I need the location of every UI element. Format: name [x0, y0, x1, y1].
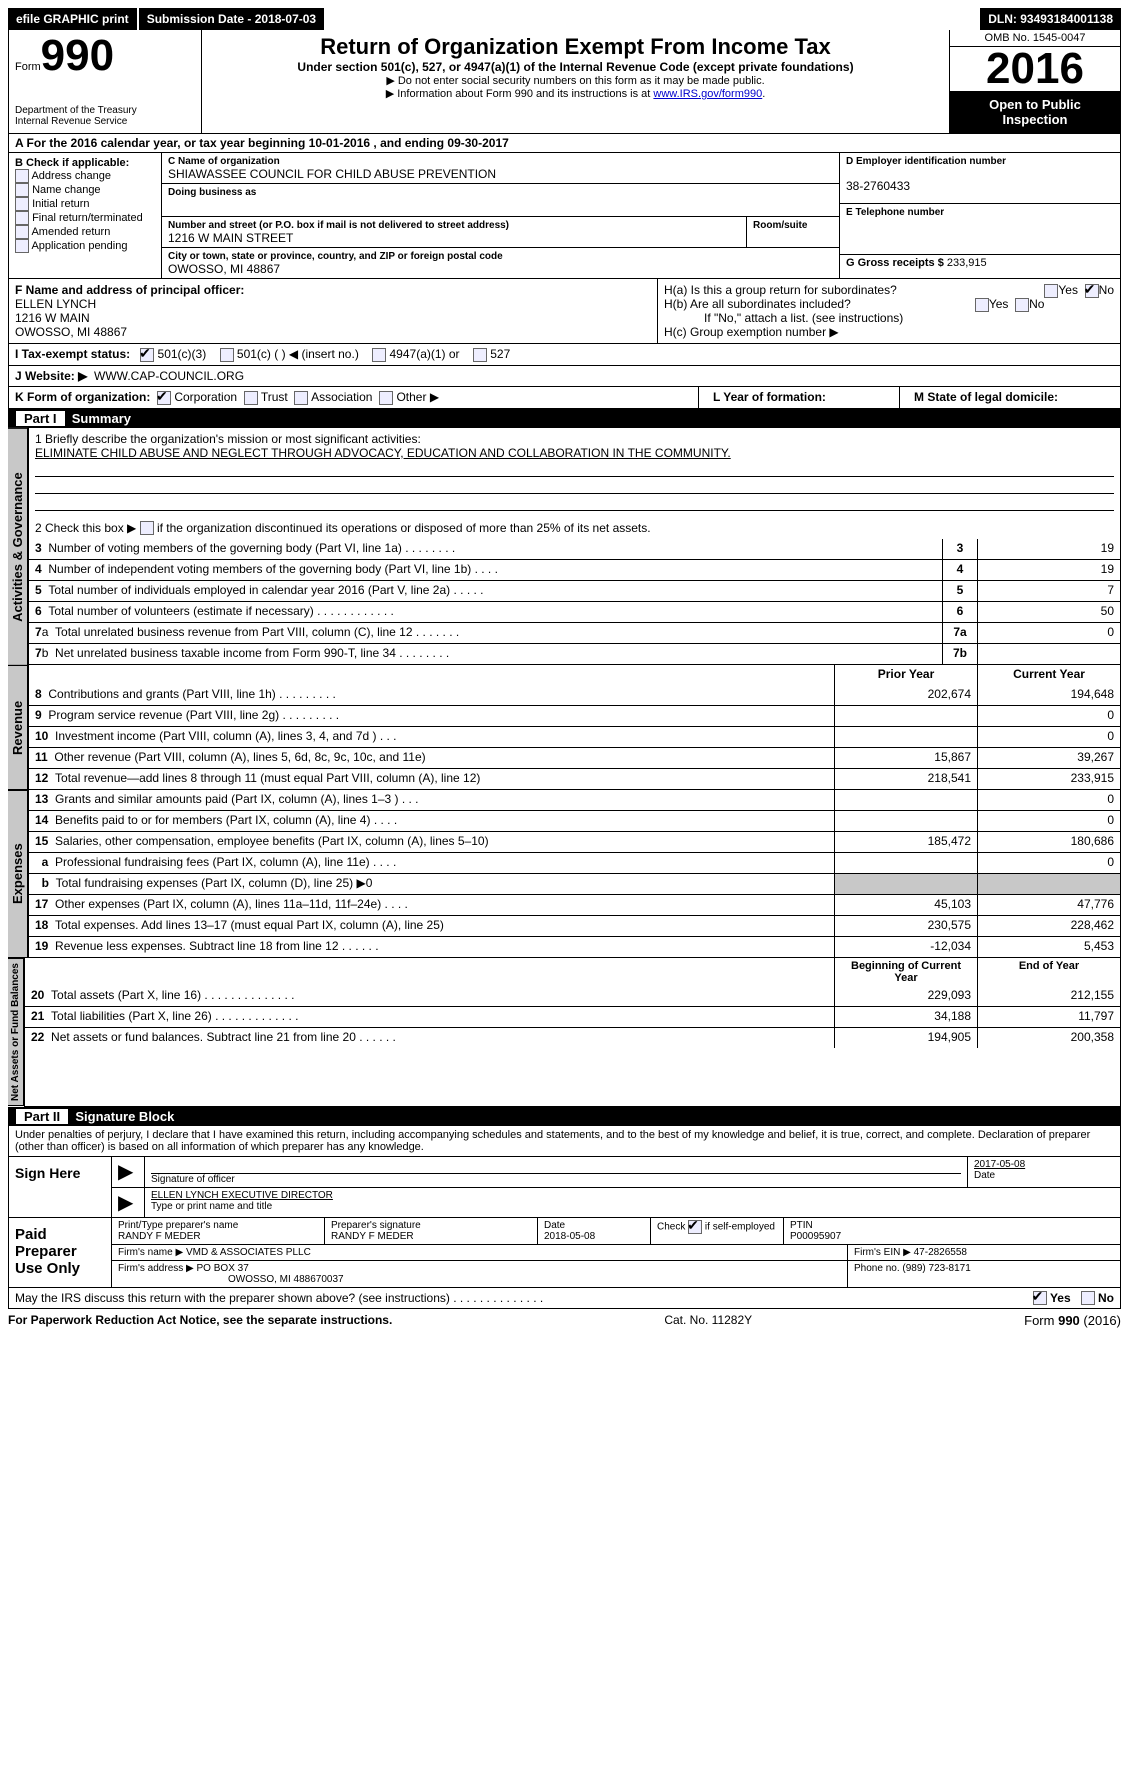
section-b: B Check if applicable: Address change Na… — [9, 153, 162, 278]
chk-name-change[interactable] — [15, 183, 29, 197]
discuss-yes[interactable] — [1033, 1291, 1047, 1305]
paid-preparer-block: Paid Preparer Use Only Print/Type prepar… — [8, 1218, 1121, 1288]
side-governance: Activities & Governance — [8, 428, 28, 666]
top-bar: efile GRAPHIC print Submission Date - 20… — [8, 8, 1121, 30]
expenses-block: 13 Grants and similar amounts paid (Part… — [28, 790, 1121, 958]
sign-here-block: Sign Here ▶ Signature of officer 2017-05… — [8, 1157, 1121, 1218]
side-expenses: Expenses — [8, 790, 28, 958]
hb-yes[interactable] — [975, 298, 989, 312]
hb-no[interactable] — [1015, 298, 1029, 312]
section-a: A For the 2016 calendar year, or tax yea… — [8, 134, 1121, 153]
perjury-text: Under penalties of perjury, I declare th… — [8, 1126, 1121, 1157]
discuss-no[interactable] — [1081, 1291, 1095, 1305]
irs-link[interactable]: www.IRS.gov/form990 — [653, 88, 762, 100]
chk-application-pending[interactable] — [15, 239, 29, 253]
section-j: J Website: ▶ WWW.CAP-COUNCIL.ORG — [8, 366, 1121, 387]
ha-no[interactable] — [1085, 284, 1099, 298]
header-right-block: OMB No. 1545-0047 2016 Open to PublicIns… — [950, 30, 1120, 133]
chk-final-return[interactable] — [15, 211, 29, 225]
discuss-row: May the IRS discuss this return with the… — [8, 1288, 1121, 1309]
header-title-block: Return of Organization Exempt From Incom… — [202, 30, 950, 133]
part2-header: Part II Signature Block — [8, 1107, 1121, 1126]
efile-label: efile GRAPHIC print — [8, 8, 139, 30]
section-i: I Tax-exempt status: 501(c)(3) 501(c) ( … — [8, 344, 1121, 366]
page-footer: For Paperwork Reduction Act Notice, see … — [8, 1309, 1121, 1328]
revenue-block: Prior Year Current Year 8 Contributions … — [28, 665, 1121, 790]
k-trust[interactable] — [244, 391, 258, 405]
submission-date: Submission Date - 2018-07-03 — [139, 8, 326, 30]
k-other[interactable] — [379, 391, 393, 405]
dln: DLN: 93493184001138 — [980, 8, 1121, 30]
section-fh: F Name and address of principal officer:… — [8, 279, 1121, 344]
ha-yes[interactable] — [1044, 284, 1058, 298]
governance-block: 1 Briefly describe the organization's mi… — [28, 428, 1121, 666]
chk-address-change[interactable] — [15, 169, 29, 183]
section-klm: K Form of organization: Corporation Trus… — [8, 387, 1121, 409]
chk-amended-return[interactable] — [15, 225, 29, 239]
self-employed-chk[interactable] — [688, 1220, 702, 1234]
k-corp[interactable] — [157, 391, 171, 405]
l2-checkbox[interactable] — [140, 521, 154, 535]
form-header: Form990 Department of the Treasury Inter… — [8, 30, 1121, 134]
i-527[interactable] — [473, 348, 487, 362]
form-id-block: Form990 Department of the Treasury Inter… — [9, 30, 202, 133]
i-501c3[interactable] — [140, 348, 154, 362]
side-netassets: Net Assets or Fund Balances — [8, 958, 24, 1106]
side-revenue: Revenue — [8, 665, 28, 790]
i-4947[interactable] — [372, 348, 386, 362]
section-bcdeg: B Check if applicable: Address change Na… — [8, 153, 1121, 279]
k-assoc[interactable] — [294, 391, 308, 405]
netassets-block: Beginning of Current Year End of Year 20… — [24, 958, 1121, 1106]
chk-initial-return[interactable] — [15, 197, 29, 211]
i-501c[interactable] — [220, 348, 234, 362]
part1-header: Part I Summary — [8, 409, 1121, 428]
